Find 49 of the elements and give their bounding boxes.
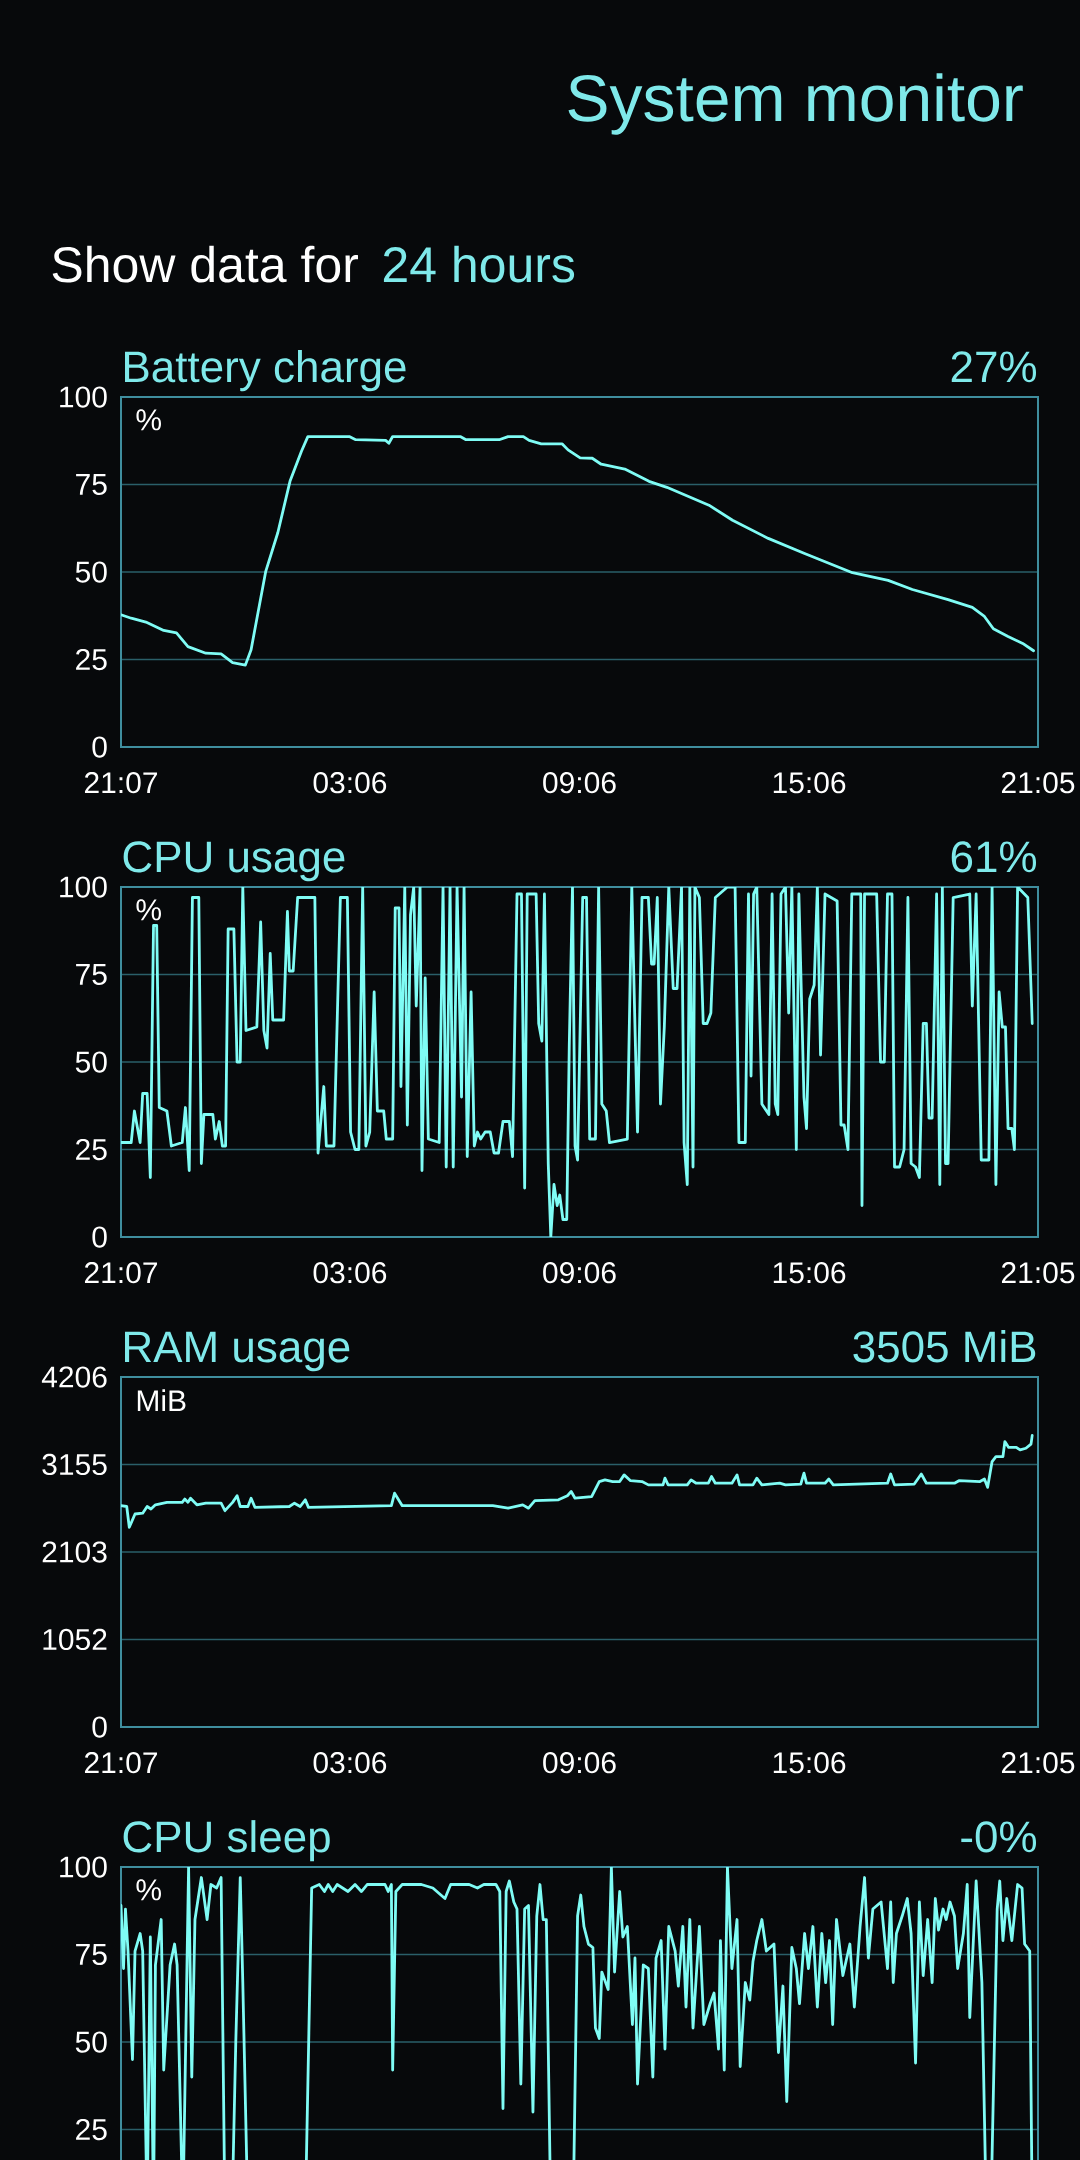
x-tick-label: 21:05 <box>1001 1262 1075 1284</box>
x-tick-label: 09:06 <box>543 1262 616 1284</box>
y-tick-label: 0 <box>92 1226 107 1248</box>
y-tick-label: 3155 <box>42 1453 107 1476</box>
y-tick-label: 25 <box>76 648 107 671</box>
y-tick-label: 75 <box>76 1944 107 1965</box>
y-tick-label: 100 <box>60 1856 107 1878</box>
y-tick-label: 100 <box>60 876 107 898</box>
y-axis-title: % <box>136 409 161 431</box>
y-tick-label: 0 <box>92 736 107 758</box>
x-tick-label: 21:05 <box>1001 1752 1075 1774</box>
text: 24 hours <box>383 245 575 283</box>
y-axis-title: MiB <box>137 1389 186 1412</box>
chart-subtitle: 27% <box>951 351 1037 383</box>
x-tick-label: 21:07 <box>84 1262 158 1284</box>
y-tick-label: 2103 <box>42 1541 107 1563</box>
chart-title: Battery charge <box>125 350 406 392</box>
x-tick-label: 21:05 <box>1001 772 1075 794</box>
x-tick-label: 21:07 <box>84 772 158 794</box>
y-tick-label: 1052 <box>43 1628 107 1651</box>
y-tick-label: 75 <box>76 964 107 985</box>
x-tick-label: 21:07 <box>84 1752 158 1774</box>
x-tick-label: 15:06 <box>773 1752 846 1774</box>
y-tick-label: 50 <box>75 2031 107 2053</box>
y-axis-title: % <box>136 899 161 921</box>
chart-title: CPU usage <box>123 841 345 882</box>
x-tick-label: 03:06 <box>313 772 387 794</box>
chart-subtitle: -0% <box>961 1821 1037 1853</box>
y-tick-label: 100 <box>60 386 107 408</box>
chart-subtitle: 61% <box>951 841 1037 873</box>
chart-title: RAM usage <box>125 1331 350 1372</box>
chart-subtitle: 3505 MiB <box>853 1330 1036 1363</box>
y-tick-label: 50 <box>75 561 107 583</box>
y-tick-label: 75 <box>76 474 107 495</box>
text: Show data for <box>52 245 359 283</box>
x-tick-label: 09:06 <box>543 772 616 794</box>
y-tick-label: 0 <box>92 1716 107 1738</box>
y-tick-label: 25 <box>76 1138 107 1161</box>
y-axis-title: % <box>136 1879 161 1901</box>
y-tick-label: 4206 <box>41 1366 107 1388</box>
x-tick-label: 09:06 <box>543 1752 616 1774</box>
y-tick-label: 50 <box>75 1051 107 1073</box>
text: System monitor <box>568 73 1023 135</box>
x-tick-label: 03:06 <box>313 1262 387 1284</box>
x-tick-label: 15:06 <box>773 772 846 794</box>
x-tick-label: 15:06 <box>773 1262 846 1284</box>
x-tick-label: 03:06 <box>313 1752 387 1774</box>
y-tick-label: 25 <box>76 2118 107 2141</box>
chart-title: CPU sleep <box>123 1820 330 1862</box>
